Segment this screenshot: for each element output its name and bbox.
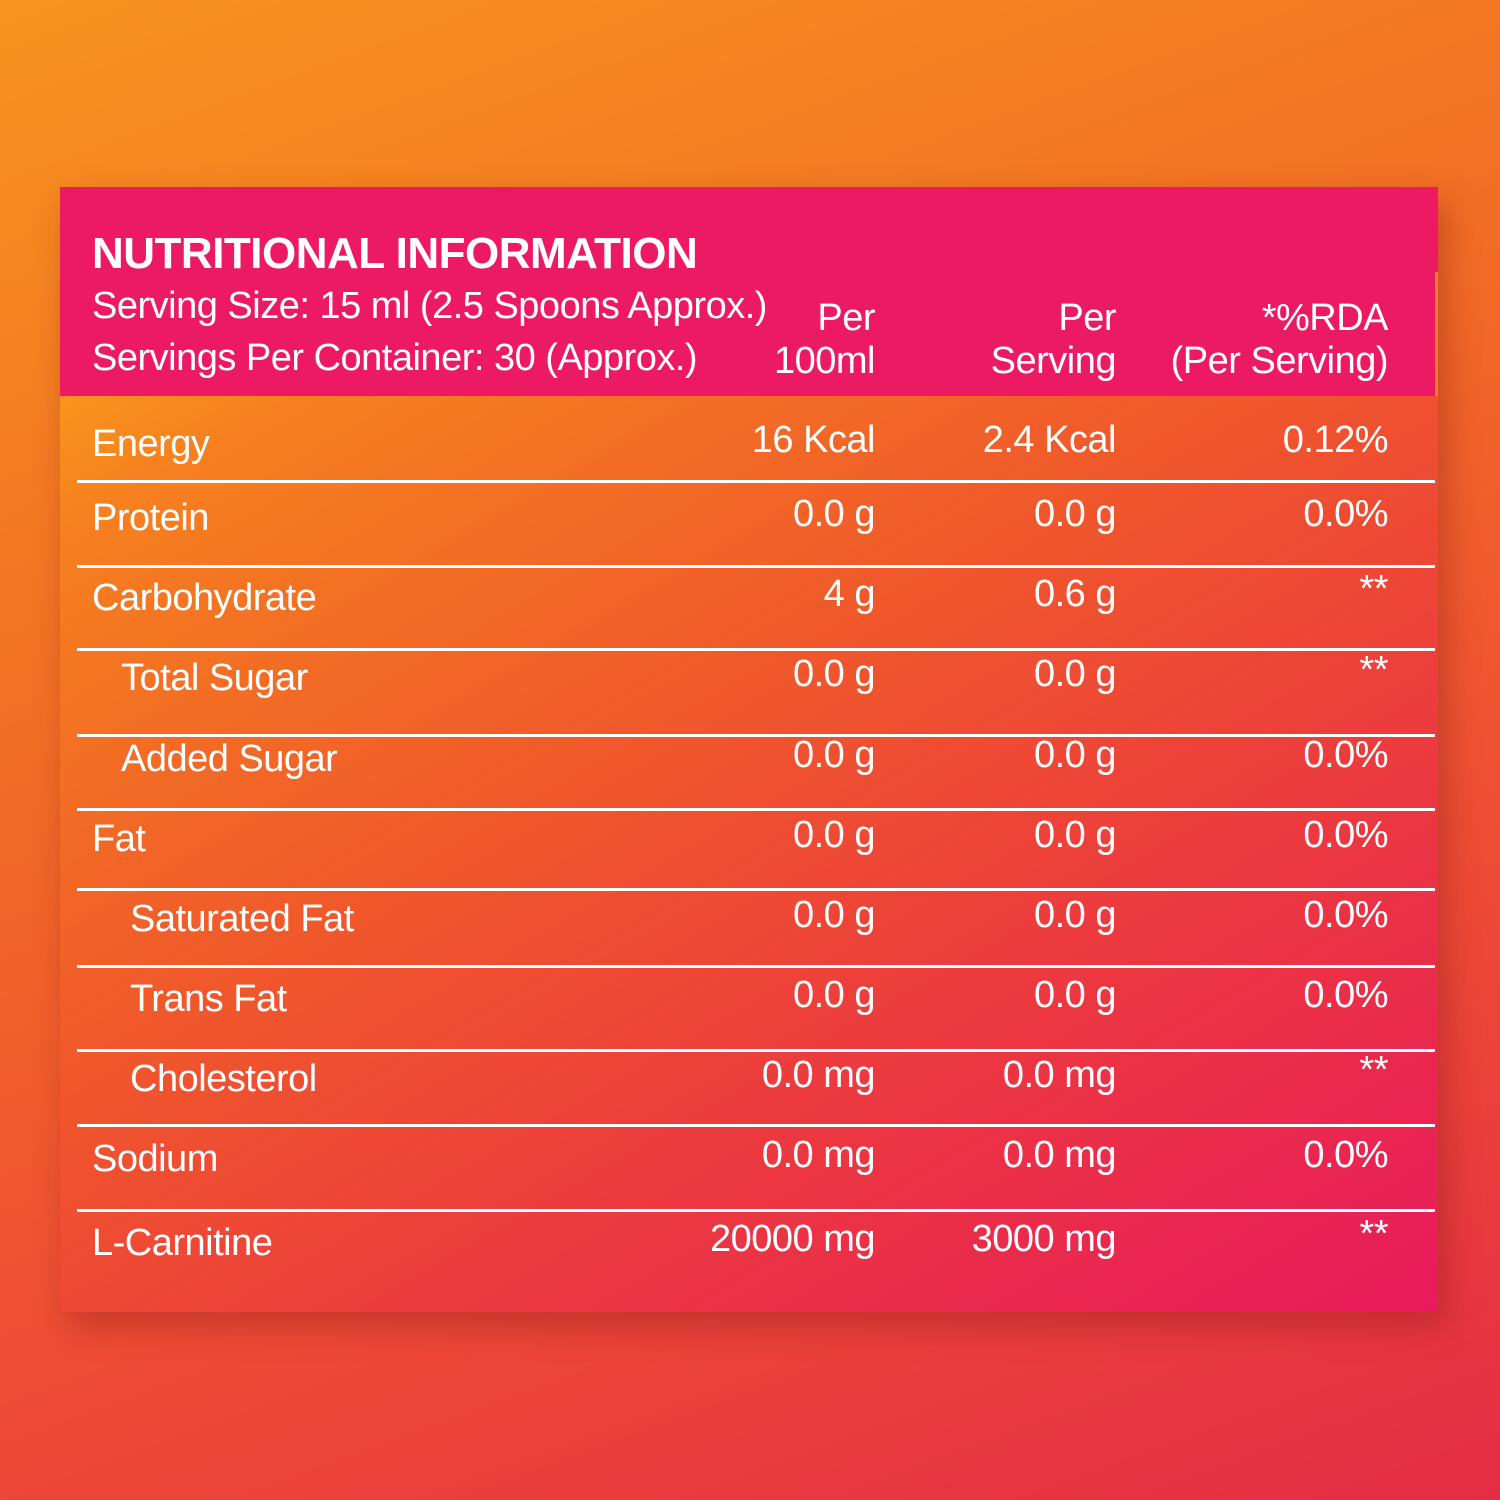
row-divider [77,1124,1435,1127]
value-per-serving: 0.0 mg [1002,1134,1117,1176]
value-rda: ** [1359,568,1388,610]
value-per-100ml: 0.0 g [792,734,876,776]
value-rda: 0.12% [1282,419,1389,461]
column-header-rda: *%RDA (Per Serving) [1170,297,1389,383]
value-per-serving: 3000 mg [971,1218,1117,1260]
table-row: Sodium 0.0 mg 0.0 mg 0.0% [60,1127,1438,1207]
column-header-per-100ml: Per 100ml [774,297,876,383]
row-divider [77,808,1435,811]
value-rda: ** [1359,649,1388,691]
value-rda: 0.0% [1303,734,1388,776]
value-per-100ml: 0.0 g [792,974,876,1016]
value-rda: ** [1359,1049,1388,1091]
row-divider [77,965,1435,968]
column-header-line: (Per Serving) [1170,340,1389,382]
value-rda: 0.0% [1303,974,1388,1016]
column-header-line: 100ml [774,340,876,382]
nutrient-name: Energy [92,423,210,465]
value-per-100ml: 0.0 mg [761,1054,876,1096]
value-rda: 0.0% [1303,814,1388,856]
table-row: Energy 16 Kcal 2.4 Kcal 0.12% [60,401,1438,481]
nutrient-name: Trans Fat [130,978,287,1020]
row-divider [77,888,1435,891]
row-divider [77,734,1435,737]
row-divider [77,565,1435,568]
table-row: Fat 0.0 g 0.0 g 0.0% [60,811,1438,891]
value-per-100ml: 0.0 mg [761,1134,876,1176]
table-row: Saturated Fat 0.0 g 0.0 g 0.0% [60,891,1438,971]
column-header-line: Serving [990,340,1117,382]
value-per-serving: 0.0 g [1033,814,1117,856]
value-per-100ml: 16 Kcal [751,419,876,461]
table-row: Cholesterol 0.0 mg 0.0 mg ** [60,1049,1438,1132]
column-header-line: Per [817,297,875,339]
nutrient-name: Cholesterol [130,1058,317,1100]
panel-title: NUTRITIONAL INFORMATION [92,229,698,278]
nutrient-name: Sodium [92,1138,218,1180]
table-row: Added Sugar 0.0 g 0.0 g 0.0% [60,734,1438,817]
header-accent-strip [1435,272,1438,396]
table-row: Carbohydrate 4 g 0.6 g ** [60,568,1438,648]
value-per-serving: 0.6 g [1033,573,1117,615]
value-per-serving: 0.0 g [1033,734,1117,776]
table-row: Total Sugar 0.0 g 0.0 g ** [60,649,1438,731]
nutrient-name: Protein [92,497,209,539]
row-divider [77,1049,1435,1052]
nutrient-name: Saturated Fat [130,898,354,940]
column-header-line: *%RDA [1261,297,1389,339]
nutrition-panel: NUTRITIONAL INFORMATION Serving Size: 15… [60,187,1438,1312]
column-header-per-serving: Per Serving [990,297,1117,383]
row-divider [77,648,1435,651]
serving-size: Serving Size: 15 ml (2.5 Spoons Approx.) [92,285,767,327]
value-per-serving: 0.0 g [1033,493,1117,535]
servings-per-container: Servings Per Container: 30 (Approx.) [92,337,698,379]
value-per-100ml: 0.0 g [792,653,876,695]
value-rda: 0.0% [1303,493,1388,535]
nutrient-name: Added Sugar [121,738,338,780]
nutrient-name: Carbohydrate [92,577,317,619]
value-per-serving: 2.4 Kcal [982,419,1117,461]
nutrient-name: Total Sugar [121,657,308,699]
row-divider [77,480,1435,483]
value-rda: 0.0% [1303,894,1388,936]
table-row: L-Carnitine 20000 mg 3000 mg ** [60,1212,1438,1292]
value-per-100ml: 0.0 g [792,814,876,856]
table-row: Protein 0.0 g 0.0 g 0.0% [60,483,1438,563]
value-rda: ** [1359,1213,1388,1255]
value-per-serving: 0.0 g [1033,894,1117,936]
value-per-100ml: 4 g [823,573,876,615]
value-per-100ml: 20000 mg [709,1218,876,1260]
value-per-100ml: 0.0 g [792,894,876,936]
column-header-line: Per [1058,297,1116,339]
value-rda: 0.0% [1303,1134,1388,1176]
value-per-serving: 0.0 mg [1002,1054,1117,1096]
nutrient-name: Fat [92,818,146,860]
nutrient-name: L-Carnitine [92,1222,273,1264]
row-divider [77,1209,1435,1212]
value-per-100ml: 0.0 g [792,493,876,535]
nutrition-header: NUTRITIONAL INFORMATION Serving Size: 15… [60,187,1438,396]
value-per-serving: 0.0 g [1033,974,1117,1016]
table-row: Trans Fat 0.0 g 0.0 g 0.0% [60,968,1438,1048]
value-per-serving: 0.0 g [1033,653,1117,695]
